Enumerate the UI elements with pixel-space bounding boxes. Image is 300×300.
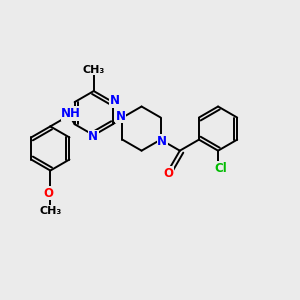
- Text: N: N: [88, 130, 98, 143]
- Text: N: N: [116, 110, 126, 122]
- Text: CH₃: CH₃: [82, 65, 105, 75]
- Text: CH₃: CH₃: [39, 206, 62, 216]
- Text: NH: NH: [61, 107, 81, 120]
- Text: N: N: [110, 94, 119, 107]
- Text: O: O: [164, 167, 174, 180]
- Text: N: N: [157, 135, 167, 148]
- Text: Cl: Cl: [214, 162, 227, 175]
- Text: O: O: [44, 187, 54, 200]
